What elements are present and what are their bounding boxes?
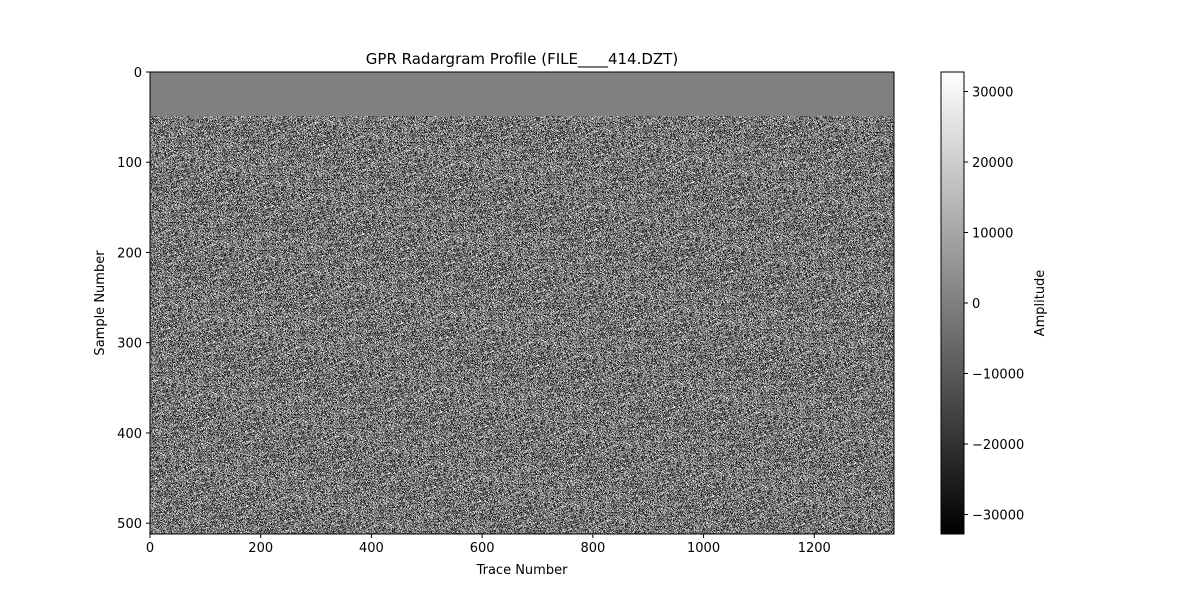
- colorbar-tick-label: 0: [972, 297, 980, 312]
- y-axis-label: Sample Number: [93, 250, 108, 356]
- x-tick-label: 200: [248, 541, 273, 556]
- colorbar-tick-label: 30000: [972, 86, 1013, 101]
- colorbar-tick-label: −30000: [972, 508, 1024, 523]
- chart-title: GPR Radargram Profile (FILE____414.DZT): [366, 50, 678, 69]
- colorbar-tick-label: 10000: [972, 226, 1013, 241]
- y-tick-label: 500: [117, 517, 142, 532]
- x-axis-label: Trace Number: [476, 563, 568, 578]
- y-tick-label: 300: [117, 337, 142, 352]
- x-tick-label: 600: [470, 541, 495, 556]
- colorbar-label: Amplitude: [1033, 270, 1048, 337]
- y-tick-label: 100: [117, 156, 142, 171]
- y-tick-label: 400: [117, 427, 142, 442]
- x-tick-label: 0: [146, 541, 154, 556]
- colorbar-tick-label: −10000: [972, 367, 1024, 382]
- radargram-image: [150, 72, 894, 534]
- colorbar-tick-label: −20000: [972, 438, 1024, 453]
- x-tick-label: 800: [580, 541, 605, 556]
- x-tick-label: 1000: [687, 541, 720, 556]
- x-tick-label: 1200: [798, 541, 831, 556]
- y-tick-label: 0: [134, 66, 142, 81]
- plot-frame: [149, 71, 895, 535]
- colorbar-frame: [940, 71, 965, 535]
- colorbar-tick-label: 20000: [972, 156, 1013, 171]
- colorbar: [941, 72, 964, 534]
- y-tick-label: 200: [117, 246, 142, 261]
- x-tick-label: 400: [359, 541, 384, 556]
